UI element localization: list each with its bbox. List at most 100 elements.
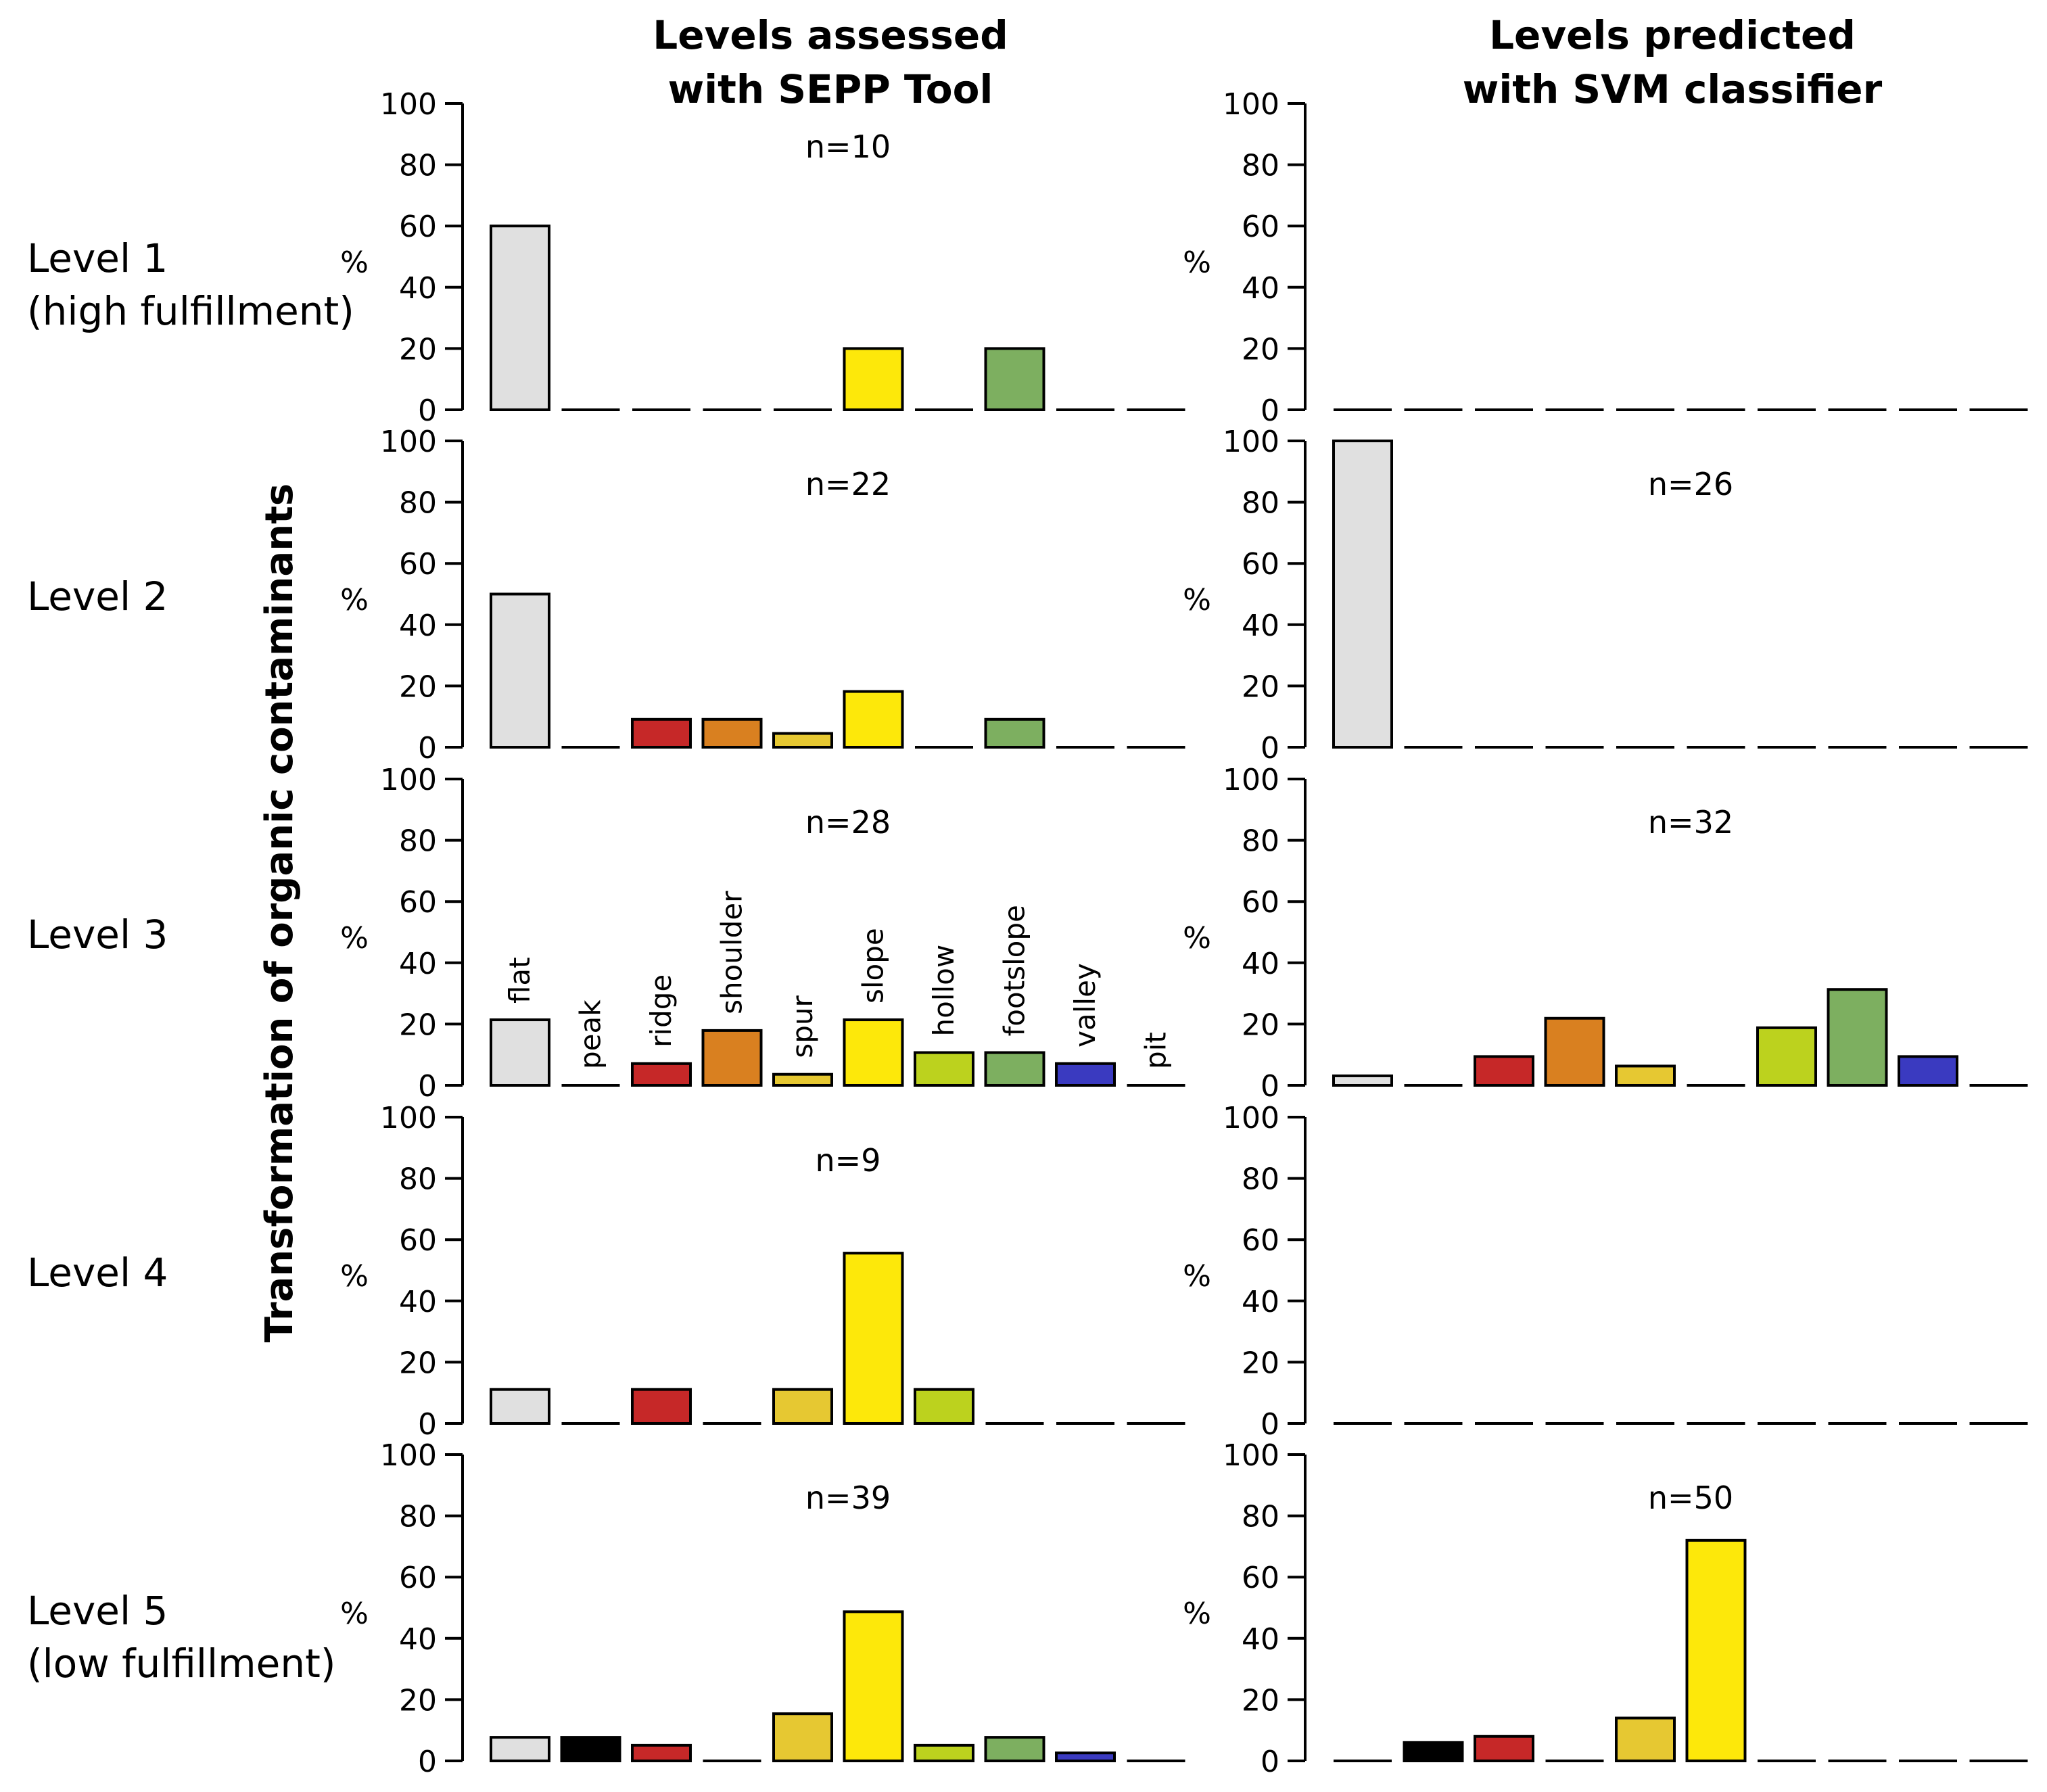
y-tick-label: 40 [1242, 271, 1279, 306]
panel-1-svm: 0 20 40 60 80 100% [1183, 87, 2028, 428]
y-tick-label: 20 [1242, 669, 1279, 704]
bar-footslope [984, 717, 1045, 749]
left-column-title-line-2: with SEPP Tool [668, 66, 993, 112]
bar-spur [1615, 1716, 1676, 1763]
n-count-label: n=10 [805, 128, 891, 165]
bar-flat [1332, 440, 1393, 749]
bar-footslope [1827, 988, 1888, 1087]
row-label-level-2: Level 2 [27, 573, 168, 619]
panel-1-sepp: 0 20 40 60 80 100% n=10 [340, 87, 1185, 428]
bar-valley [1898, 1055, 1958, 1087]
row-label-level-4: Level 4 [27, 1250, 168, 1296]
row-label-line: Level 3 [27, 912, 168, 958]
y-tick-label: 60 [1242, 547, 1279, 582]
y-tick-label: 0 [1261, 1069, 1279, 1104]
panel-3-svm: 0 20 40 60 80 100% n=32 [1183, 763, 2028, 1104]
panel-2-svm: 0 20 40 60 80 100% n=26 [1183, 425, 2028, 765]
y-tick-label: 60 [399, 1561, 437, 1595]
y-tick-label: 20 [399, 669, 437, 704]
bar-ridge [1474, 1735, 1534, 1763]
y-tick-label: 0 [1261, 394, 1279, 428]
y-tick-label: 60 [399, 1223, 437, 1258]
bar-shoulder [701, 1029, 763, 1087]
right-column-title-line-2: with SVM classifier [1463, 66, 1883, 112]
y-axis-label: % [1183, 921, 1211, 956]
bar-hollow [914, 1388, 974, 1425]
y-tick-label: 100 [380, 763, 437, 797]
row-label-line: (high fulfillment) [27, 288, 354, 334]
panel-4-sepp: 0 20 40 60 80 100% n=9 [340, 1101, 1185, 1442]
bar-ridge [631, 1388, 692, 1425]
y-tick-label: 60 [1242, 1561, 1279, 1595]
y-tick-label: 40 [1242, 1285, 1279, 1319]
category-label-hollow: hollow [927, 945, 960, 1037]
bar-spur [772, 732, 833, 749]
y-axis-label: % [340, 921, 369, 956]
y-tick-label: 0 [418, 1407, 437, 1442]
y-tick-label: 40 [1242, 609, 1279, 643]
y-axis-label: % [1183, 245, 1211, 280]
y-tick-label: 100 [1223, 1438, 1279, 1473]
category-label-spur: spur [786, 995, 819, 1058]
n-count-label: n=28 [805, 804, 891, 841]
bar-flat [490, 592, 550, 749]
bar-footslope [984, 1736, 1045, 1762]
n-count-label: n=50 [1648, 1480, 1733, 1516]
y-tick-label: 0 [1261, 731, 1279, 765]
bar-slope [843, 1018, 904, 1087]
bar-ridge [631, 717, 692, 749]
y-tick-label: 80 [1242, 824, 1279, 859]
row-label-line: Level 2 [27, 573, 168, 619]
row-label-line: Level 5 [27, 1588, 168, 1634]
bar-spur [1615, 1064, 1676, 1087]
row-label-level-5: Level 5 (low fulfillment) [27, 1588, 335, 1687]
y-axis-label: % [340, 245, 369, 280]
n-count-label: n=32 [1648, 804, 1733, 841]
row-label-line: Level 1 [27, 235, 168, 281]
bar-shoulder [1544, 1016, 1605, 1087]
bar-flat [490, 1018, 550, 1087]
bar-spur [772, 1072, 833, 1087]
bar-peak [560, 1736, 621, 1762]
y-tick-label: 100 [1223, 1101, 1279, 1135]
y-tick-label: 20 [1242, 1683, 1279, 1718]
bar-peak [1403, 1741, 1464, 1763]
y-tick-label: 80 [1242, 149, 1279, 183]
bar-valley [1055, 1062, 1116, 1087]
y-tick-label: 100 [380, 1438, 437, 1473]
category-label-flat: flat [503, 957, 536, 1004]
bar-ridge [631, 1062, 692, 1087]
y-tick-label: 20 [1242, 1008, 1279, 1042]
bar-flat [1332, 1074, 1393, 1087]
y-tick-label: 60 [399, 885, 437, 920]
y-tick-label: 100 [1223, 87, 1279, 122]
bar-hollow [914, 1051, 974, 1087]
y-tick-label: 60 [1242, 1223, 1279, 1258]
panel-3-sepp: 0 20 40 60 80 100% n=28 flat peak ridge shoulder sp… [340, 763, 1185, 1104]
bar-slope [843, 1252, 904, 1425]
figure-y-axis-label: Transformation of organic contaminants [258, 484, 302, 1342]
bar-spur [772, 1388, 833, 1425]
y-tick-label: 100 [1223, 425, 1279, 459]
panel-2-sepp: 0 20 40 60 80 100% n=22 [340, 425, 1185, 765]
y-tick-label: 40 [399, 609, 437, 643]
bar-footslope [984, 1051, 1045, 1087]
bar-slope [1685, 1538, 1747, 1763]
bar-hollow [914, 1743, 974, 1762]
y-tick-label: 20 [399, 1683, 437, 1718]
category-label-slope: slope [857, 928, 890, 1004]
bar-ridge [631, 1743, 692, 1762]
y-tick-label: 20 [399, 332, 437, 367]
y-tick-label: 100 [380, 425, 437, 459]
bar-valley [1055, 1751, 1116, 1762]
y-tick-label: 40 [399, 1622, 437, 1657]
panel-5-svm: 0 20 40 60 80 100% n=50 [1183, 1438, 2028, 1779]
y-tick-label: 0 [418, 394, 437, 428]
bar-flat [490, 1388, 550, 1425]
right-column-title-line-1: Levels predicted [1489, 12, 1856, 58]
y-tick-label: 60 [399, 547, 437, 582]
y-axis-label: % [1183, 1259, 1211, 1294]
y-tick-label: 80 [1242, 486, 1279, 521]
category-label-shoulder: shoulder [715, 891, 749, 1014]
